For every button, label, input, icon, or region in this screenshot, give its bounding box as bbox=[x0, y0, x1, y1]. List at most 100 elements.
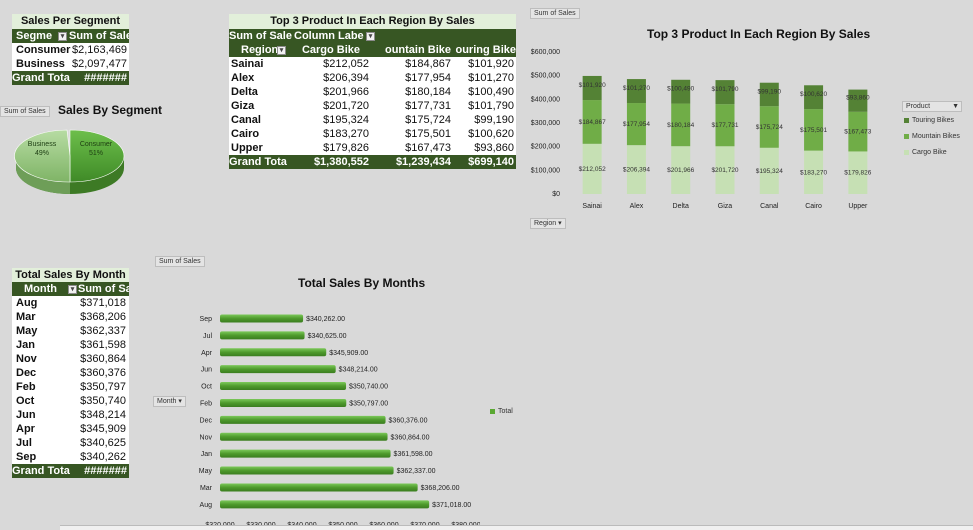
table-row[interactable]: Jun $348,214 bbox=[12, 408, 129, 422]
bar-month[interactable] bbox=[220, 483, 418, 492]
mountain-col-header: ountain Bike bbox=[384, 44, 451, 56]
x-tick-label: $360,000 bbox=[369, 522, 398, 528]
y-tick-label: $0 bbox=[552, 191, 560, 198]
table-row[interactable]: Delta $201,966 $180,184 $100,490 bbox=[229, 85, 516, 99]
bar-cargo[interactable] bbox=[715, 146, 735, 194]
table-row[interactable]: Jan $361,598 bbox=[12, 338, 129, 352]
table-row[interactable]: Canal $195,324 $175,724 $99,190 bbox=[229, 113, 516, 127]
table-row[interactable]: May $362,337 bbox=[12, 324, 129, 338]
table-row[interactable]: Alex $206,394 $177,954 $101,270 bbox=[229, 71, 516, 85]
table-row[interactable]: Oct $350,740 bbox=[12, 394, 129, 408]
data-label: $345,909.00 bbox=[329, 350, 368, 357]
month-filter-button[interactable]: ▾ bbox=[68, 285, 77, 294]
bar-cargo[interactable] bbox=[759, 147, 779, 194]
cargo-value: $201,720 bbox=[323, 100, 369, 112]
grand-total-cargo: $1,380,552 bbox=[313, 156, 369, 168]
sum-of-sales-field-button[interactable]: Sum of Sales bbox=[530, 8, 580, 19]
table-row[interactable]: Aug $371,018 bbox=[12, 296, 129, 310]
bar-month[interactable] bbox=[220, 500, 430, 509]
segment-table-title: Sales Per Segment bbox=[12, 14, 129, 29]
bar-mountain[interactable] bbox=[804, 109, 824, 151]
legend-cargo[interactable]: Cargo Bike bbox=[904, 149, 947, 156]
bar-touring[interactable] bbox=[715, 80, 735, 105]
product-legend-label: Product bbox=[906, 103, 931, 110]
bar-touring[interactable] bbox=[848, 89, 868, 112]
bar-touring[interactable] bbox=[759, 82, 779, 107]
row-label: Delta bbox=[231, 86, 258, 98]
table-row[interactable]: Cairo $183,270 $175,501 $100,620 bbox=[229, 127, 516, 141]
table-row[interactable]: Jul $340,625 bbox=[12, 436, 129, 450]
table-row[interactable]: Apr $345,909 bbox=[12, 422, 129, 436]
region-axis-button[interactable]: Region ▾ bbox=[530, 218, 566, 229]
cargo-value: $195,324 bbox=[323, 114, 369, 126]
sum-of-sales-field-button[interactable]: Sum of Sales bbox=[0, 106, 50, 117]
mountain-value: $175,501 bbox=[405, 128, 451, 140]
grand-total-label: Grand Tota bbox=[229, 156, 287, 168]
legend-touring[interactable]: Touring Bikes bbox=[904, 117, 954, 124]
bar-month[interactable] bbox=[220, 466, 394, 475]
row-label: May bbox=[16, 325, 38, 337]
bar-mountain[interactable] bbox=[626, 103, 646, 146]
table-row[interactable]: Business $2,097,477 bbox=[12, 57, 129, 71]
pie-depth-business bbox=[16, 156, 70, 194]
bar-touring[interactable] bbox=[626, 79, 646, 104]
table-row[interactable]: Sainai $212,052 $184,867 $101,920 bbox=[229, 57, 516, 71]
table-row[interactable]: Sep $340,262 bbox=[12, 450, 129, 464]
bar-touring[interactable] bbox=[804, 85, 824, 110]
x-tick-label: $380,000 bbox=[451, 522, 480, 528]
bar-mountain[interactable] bbox=[848, 111, 868, 152]
bar-touring[interactable] bbox=[671, 79, 691, 104]
row-label: Alex bbox=[231, 72, 255, 84]
table-row[interactable]: Mar $368,206 bbox=[12, 310, 129, 324]
bar-cargo[interactable] bbox=[626, 145, 646, 194]
bar-month[interactable] bbox=[220, 382, 347, 391]
bar-month[interactable] bbox=[220, 348, 327, 357]
table-row[interactable]: Consumer $2,163,469 bbox=[12, 43, 129, 57]
table-row[interactable]: Feb $350,797 bbox=[12, 380, 129, 394]
table-row[interactable]: Upper $179,826 $167,473 $93,860 bbox=[229, 141, 516, 155]
data-label: $177,954 bbox=[623, 121, 650, 128]
bar-cargo[interactable] bbox=[582, 143, 602, 194]
product-legend-button[interactable]: Product ▼ bbox=[902, 101, 962, 112]
column-filter-button[interactable]: ▾ bbox=[366, 32, 375, 41]
bar-cargo[interactable] bbox=[848, 151, 868, 194]
bar-mountain[interactable] bbox=[715, 104, 735, 147]
x-tick-label: Sainai bbox=[582, 203, 602, 210]
bar-month[interactable] bbox=[220, 331, 305, 340]
row-label: Sep bbox=[16, 451, 37, 463]
bar-month[interactable] bbox=[220, 365, 336, 374]
bar-month[interactable] bbox=[220, 398, 347, 407]
table-row[interactable]: Nov $360,864 bbox=[12, 352, 129, 366]
grand-total-row: Grand Tota ####### bbox=[12, 71, 129, 85]
pie-slice-business[interactable] bbox=[14, 129, 71, 183]
bar-mountain[interactable] bbox=[582, 100, 602, 144]
table-row[interactable]: Giza $201,720 $177,731 $101,790 bbox=[229, 99, 516, 113]
segment-filter-button[interactable]: ▾ bbox=[58, 32, 67, 41]
row-value: $340,625 bbox=[80, 437, 126, 449]
sheet-scroll-edge[interactable] bbox=[60, 525, 973, 530]
row-label: Upper bbox=[231, 142, 263, 154]
legend-mountain[interactable]: Mountain Bikes bbox=[904, 133, 960, 140]
month-axis-button[interactable]: Month ▾ bbox=[153, 396, 186, 407]
legend-total[interactable]: Total bbox=[490, 408, 513, 415]
bar-month[interactable] bbox=[220, 432, 388, 441]
bar-touring[interactable] bbox=[582, 75, 602, 101]
touring-value: $101,790 bbox=[468, 100, 514, 112]
pie-label-business: Business bbox=[28, 141, 57, 148]
bar-cargo[interactable] bbox=[671, 146, 691, 194]
bar-month[interactable] bbox=[220, 314, 304, 323]
table-row[interactable]: Dec $360,376 bbox=[12, 366, 129, 380]
row-value: $360,864 bbox=[80, 353, 126, 365]
sum-of-sales-field-button[interactable]: Sum of Sales bbox=[155, 256, 205, 267]
bar-mountain[interactable] bbox=[759, 106, 779, 148]
bar-month[interactable] bbox=[220, 449, 391, 458]
bar-mountain[interactable] bbox=[671, 103, 691, 147]
row-label: Jan bbox=[16, 339, 35, 351]
pie-slice-consumer[interactable] bbox=[69, 129, 125, 183]
data-label: $371,018.00 bbox=[432, 502, 471, 509]
region-filter-button[interactable]: ▾ bbox=[277, 46, 286, 55]
bar-month[interactable] bbox=[220, 415, 386, 424]
month-table-title: Total Sales By Month bbox=[12, 268, 129, 282]
bar-cargo[interactable] bbox=[804, 150, 824, 194]
data-label: $101,270 bbox=[623, 85, 650, 92]
